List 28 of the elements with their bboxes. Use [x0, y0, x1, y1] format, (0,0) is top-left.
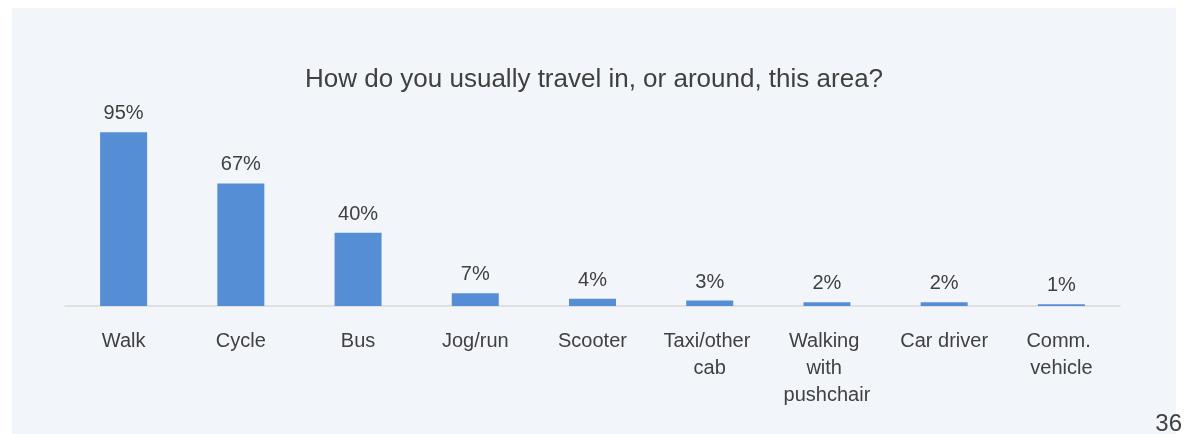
data-label: 1%	[1046, 273, 1077, 296]
bar	[334, 232, 382, 306]
x-tick-label: Cycle	[215, 328, 266, 351]
bar	[686, 300, 734, 306]
data-label: 95%	[103, 101, 144, 124]
data-label: 67%	[220, 152, 262, 175]
bar	[217, 183, 265, 306]
x-tick-label: Jog/run	[441, 328, 509, 351]
data-label: 4%	[578, 267, 608, 290]
data-label: 2%	[929, 271, 959, 294]
x-tick-label: Car driver	[900, 328, 989, 351]
bar	[803, 302, 851, 306]
x-tick-label: Bus	[340, 328, 376, 351]
x-tick-label: Scooter	[558, 328, 628, 351]
data-label: 2%	[812, 271, 842, 294]
bar	[451, 293, 499, 306]
data-label: 40%	[338, 201, 379, 224]
x-tick-label: Taxi/other cab	[663, 328, 756, 378]
bar	[569, 298, 616, 306]
data-label: 7%	[460, 262, 490, 285]
x-tick-label: Walking with pushchair	[783, 328, 871, 405]
bar	[100, 132, 148, 306]
x-tick-label: Comm. vehicle	[1026, 328, 1097, 378]
chart-title: How do you usually travel in, or around, this area?	[304, 63, 884, 93]
bar	[920, 302, 968, 306]
data-label: 3%	[695, 269, 725, 292]
text: 36	[1155, 408, 1183, 434]
x-tick-label: Walk	[101, 328, 147, 351]
